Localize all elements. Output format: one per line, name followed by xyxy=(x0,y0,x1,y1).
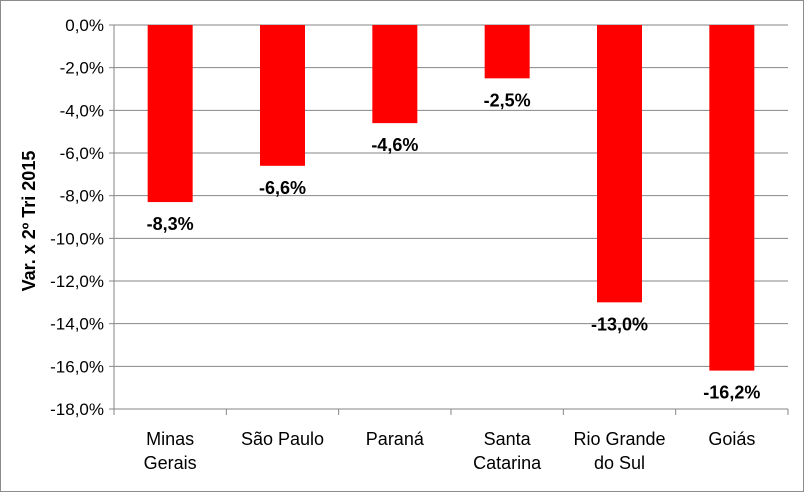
data-label: -8,3% xyxy=(147,214,194,234)
bar xyxy=(597,25,642,303)
y-tick-label: -10,0% xyxy=(50,229,104,248)
y-tick-label: 0,0% xyxy=(65,16,104,35)
x-category-label: Rio Grande xyxy=(573,429,665,449)
bar xyxy=(260,25,305,166)
data-label: -4,6% xyxy=(371,135,418,155)
bar xyxy=(484,25,530,79)
x-category-label: Santa xyxy=(484,429,532,449)
data-label: -16,2% xyxy=(703,383,760,403)
bar xyxy=(709,25,755,371)
y-tick-label: -4,0% xyxy=(60,101,104,120)
y-tick-label: -18,0% xyxy=(50,400,104,419)
x-category-label: Gerais xyxy=(144,453,197,473)
x-category-label: Minas xyxy=(146,429,194,449)
bar xyxy=(372,25,418,124)
y-tick-label: -14,0% xyxy=(50,315,104,334)
y-tick-label: -6,0% xyxy=(60,144,104,163)
x-category-label: São Paulo xyxy=(241,429,324,449)
bar xyxy=(147,25,193,203)
data-label: -13,0% xyxy=(591,314,648,334)
x-category-label: Catarina xyxy=(473,453,542,473)
x-category-label: Goiás xyxy=(708,429,755,449)
x-category-label: Paraná xyxy=(366,429,425,449)
data-label: -6,6% xyxy=(259,178,306,198)
y-tick-label: -12,0% xyxy=(50,272,104,291)
data-label: -2,5% xyxy=(484,90,531,110)
y-tick-label: -2,0% xyxy=(60,59,104,78)
y-axis-title: Var. x 2º Tri 2015 xyxy=(19,151,39,292)
y-tick-label: -16,0% xyxy=(50,357,104,376)
y-tick-label: -8,0% xyxy=(60,187,104,206)
x-category-label: do Sul xyxy=(594,453,645,473)
